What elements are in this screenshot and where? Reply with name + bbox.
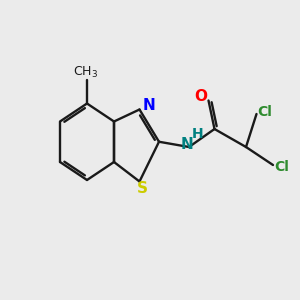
Text: N: N [143, 98, 155, 113]
Text: Cl: Cl [274, 160, 289, 174]
Text: S: S [136, 181, 147, 196]
Text: Cl: Cl [257, 105, 272, 118]
Text: O: O [194, 89, 208, 104]
Text: CH$_3$: CH$_3$ [73, 64, 98, 80]
Text: H: H [192, 128, 203, 141]
Text: N: N [181, 137, 194, 152]
